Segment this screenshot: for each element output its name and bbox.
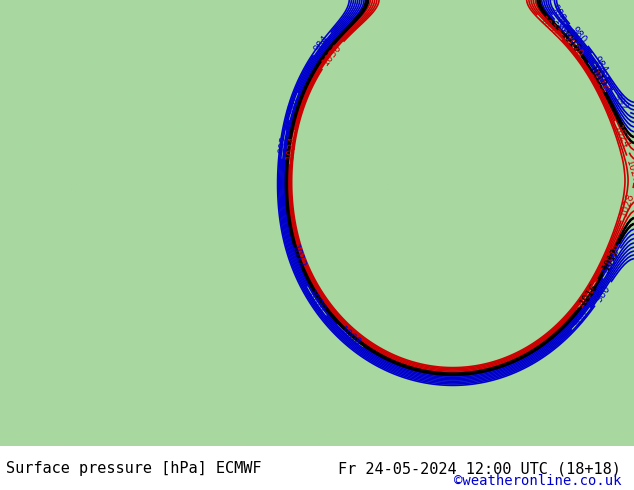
Text: ©weatheronline.co.uk: ©weatheronline.co.uk	[454, 474, 621, 488]
Text: 980: 980	[594, 284, 612, 304]
Text: 988: 988	[548, 3, 567, 24]
Text: 1036: 1036	[321, 42, 344, 68]
Text: 1028: 1028	[624, 159, 634, 185]
Text: 1028: 1028	[618, 191, 634, 218]
Text: 1024: 1024	[285, 134, 298, 160]
Text: 984: 984	[312, 33, 332, 54]
Text: 1020: 1020	[575, 283, 597, 309]
Text: 992: 992	[611, 92, 630, 113]
Text: 1012: 1012	[586, 64, 608, 90]
Text: 980: 980	[569, 24, 588, 45]
Text: 1024: 1024	[612, 123, 631, 150]
Text: 1004: 1004	[601, 250, 622, 276]
Text: 1020: 1020	[562, 35, 585, 60]
Text: 1004: 1004	[555, 20, 578, 45]
Text: 996: 996	[593, 65, 611, 86]
Text: 984: 984	[590, 54, 609, 75]
Text: 1008: 1008	[337, 324, 363, 348]
Text: 1012: 1012	[289, 244, 307, 270]
Text: Fr 24-05-2024 12:00 UTC (18+18): Fr 24-05-2024 12:00 UTC (18+18)	[339, 462, 621, 476]
Text: 1032: 1032	[537, 15, 562, 40]
Text: 1012: 1012	[600, 246, 621, 272]
Text: 1000: 1000	[306, 289, 327, 315]
Text: 1016: 1016	[602, 241, 622, 267]
Text: 1000: 1000	[552, 15, 576, 40]
Text: 1016: 1016	[588, 69, 609, 96]
Text: 1008: 1008	[555, 23, 579, 48]
Text: Surface pressure [hPa] ECMWF: Surface pressure [hPa] ECMWF	[6, 462, 262, 476]
Text: 1016: 1016	[559, 30, 583, 55]
Text: 1012: 1012	[586, 64, 608, 90]
Text: 1016: 1016	[578, 281, 600, 307]
Text: 996: 996	[285, 96, 301, 117]
Text: 992: 992	[277, 135, 290, 154]
Text: 988: 988	[572, 309, 591, 329]
